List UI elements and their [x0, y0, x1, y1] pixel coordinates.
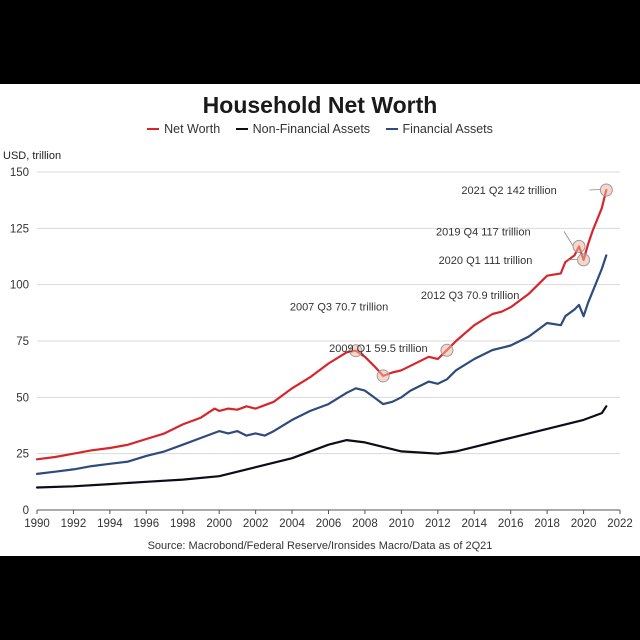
- chart-panel: Household Net Worth Net Worth Non-Financ…: [0, 84, 640, 556]
- annotation-2019-q4-117-trillion-marker: [572, 239, 586, 253]
- annotation-2019-q4-117-trillion-leader: [563, 231, 574, 247]
- x-tick-label-2014: 2014: [461, 518, 487, 530]
- legend-swatch-financial-assets: [385, 127, 398, 130]
- annotation-2021-q2-142-trillion-marker: [599, 183, 613, 197]
- x-tick-label-1994: 1994: [97, 518, 123, 530]
- y-tick-label-100: 100: [10, 280, 29, 292]
- annotation-2019-q4-117-trillion-label: 2019 Q4 117 trillion: [436, 226, 531, 238]
- annotation-2021-q2-142-trillion-leader: [589, 189, 601, 191]
- annotation-2021-q2-142-trillion-label: 2021 Q2 142 trillion: [461, 185, 556, 197]
- annotation-2020-q1-111-trillion-leader: [566, 258, 578, 261]
- plot-area: 0 25 50 75 100 125 150 1990 1992 1994 1996 1998 2000…: [10, 167, 633, 530]
- x-tick-label-2020: 2020: [571, 518, 597, 530]
- series-line-net-worth: [35, 188, 608, 461]
- x-tick-label-2008: 2008: [352, 518, 378, 530]
- annotation-2009-q1-59-5-trillion-marker: [376, 369, 390, 383]
- legend-item-non-financial-assets: Non-Financial Assets: [235, 122, 371, 136]
- legend-swatch-non-financial-assets: [235, 127, 248, 130]
- x-tick-label-2010: 2010: [389, 518, 415, 530]
- legend-label-net-worth: Net Worth: [164, 122, 221, 136]
- annotation-2012-q3-70-9-trillion-label: 2012 Q3 70.9 trillion: [421, 290, 519, 302]
- x-tick-label-1990: 1990: [24, 518, 50, 530]
- annotation-2012-q3-70-9-trillion-marker: [440, 343, 454, 357]
- y-tick-label-50: 50: [16, 392, 29, 404]
- x-tick-label-2000: 2000: [206, 518, 232, 530]
- y-tick-label-75: 75: [16, 336, 29, 348]
- x-tick-label-2002: 2002: [243, 518, 269, 530]
- legend-label-non-financial-assets: Non-Financial Assets: [252, 122, 371, 136]
- legend-label-financial-assets: Financial Assets: [402, 122, 493, 136]
- legend-item-net-worth: Net Worth: [147, 122, 220, 136]
- legend-item-financial-assets: Financial Assets: [385, 122, 493, 136]
- annotation-2020-q1-111-trillion-marker: [577, 253, 591, 267]
- x-tick-label-2016: 2016: [498, 518, 524, 530]
- annotation-2009-q1-59-5-trillion-label: 2009 Q1 59.5 trillion: [329, 343, 427, 355]
- annotation-2007-q3-70-7-trillion-marker: [349, 344, 363, 358]
- series-line-financial-assets: [35, 254, 608, 475]
- x-tick-label-2004: 2004: [279, 518, 305, 530]
- x-tick-label-2022: 2022: [607, 518, 633, 530]
- y-tick-label-25: 25: [16, 449, 29, 461]
- y-axis-unit-label: USD, trillion: [3, 150, 62, 162]
- legend: Net Worth Non-Financial Assets Financial…: [0, 122, 640, 136]
- y-tick-label-125: 125: [10, 223, 29, 235]
- annotation-2020-q1-111-trillion-label: 2020 Q1 111 trillion: [439, 255, 533, 267]
- x-tick-label-1996: 1996: [134, 518, 160, 530]
- x-tick-label-2012: 2012: [425, 518, 451, 530]
- x-tick-label-2018: 2018: [534, 518, 560, 530]
- x-tick-label-1992: 1992: [61, 518, 87, 530]
- y-tick-label-0: 0: [23, 505, 29, 517]
- legend-swatch-net-worth: [147, 127, 160, 130]
- y-tick-label-150: 150: [10, 167, 29, 179]
- series-line-non-financial-assets: [35, 405, 608, 489]
- x-tick-label-1998: 1998: [170, 518, 196, 530]
- annotation-2007-q3-70-7-trillion-label: 2007 Q3 70.7 trillion: [290, 302, 388, 314]
- source-note: Source: Macrobond/Federal Reserve/Ironsi…: [147, 540, 493, 552]
- chart-title: Household Net Worth: [202, 92, 438, 118]
- x-tick-label-2006: 2006: [316, 518, 342, 530]
